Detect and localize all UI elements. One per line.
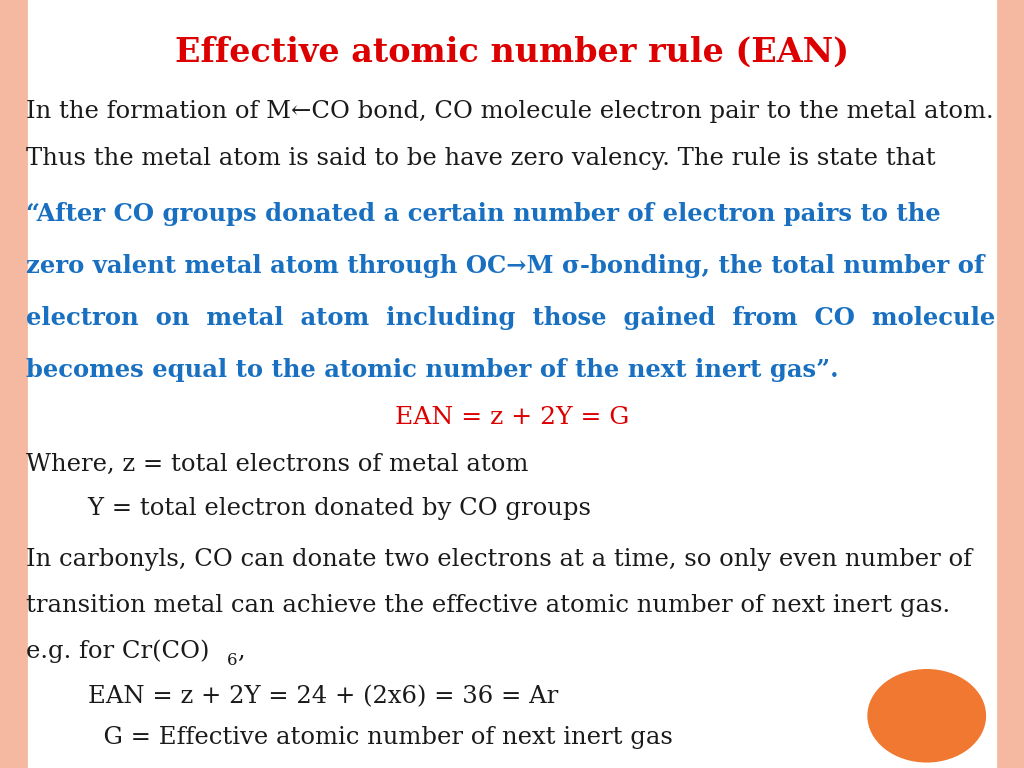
- Text: In the formation of M←CO bond, CO molecule electron pair to the metal atom.: In the formation of M←CO bond, CO molecu…: [26, 100, 993, 123]
- Text: Effective atomic number rule (EAN): Effective atomic number rule (EAN): [175, 36, 849, 68]
- Text: Where, z = total electrons of metal atom: Where, z = total electrons of metal atom: [26, 453, 528, 476]
- Text: transition metal can achieve the effective atomic number of next inert gas.: transition metal can achieve the effecti…: [26, 594, 949, 617]
- FancyBboxPatch shape: [26, 0, 998, 768]
- Text: e.g. for Cr(CO): e.g. for Cr(CO): [26, 640, 209, 663]
- Ellipse shape: [867, 669, 986, 763]
- Text: EAN = z + 2Y = 24 + (2x6) = 36 = Ar: EAN = z + 2Y = 24 + (2x6) = 36 = Ar: [26, 685, 558, 708]
- Text: “After CO groups donated a certain number of electron pairs to the: “After CO groups donated a certain numbe…: [26, 201, 940, 226]
- Text: 6: 6: [227, 652, 238, 669]
- Text: becomes equal to the atomic number of the next inert gas”.: becomes equal to the atomic number of th…: [26, 358, 839, 382]
- Text: Thus the metal atom is said to be have zero valency. The rule is state that: Thus the metal atom is said to be have z…: [26, 147, 935, 170]
- Text: Y = total electron donated by CO groups: Y = total electron donated by CO groups: [26, 497, 591, 520]
- Text: In carbonyls, CO can donate two electrons at a time, so only even number of: In carbonyls, CO can donate two electron…: [26, 548, 972, 571]
- Text: EAN = z + 2Y = G: EAN = z + 2Y = G: [395, 406, 629, 429]
- Text: electron  on  metal  atom  including  those  gained  from  CO  molecule: electron on metal atom including those g…: [26, 306, 995, 330]
- Text: G = Effective atomic number of next inert gas: G = Effective atomic number of next iner…: [26, 726, 673, 749]
- Text: zero valent metal atom through OC→M σ-bonding, the total number of: zero valent metal atom through OC→M σ-bo…: [26, 253, 984, 278]
- Text: ,: ,: [238, 640, 245, 663]
